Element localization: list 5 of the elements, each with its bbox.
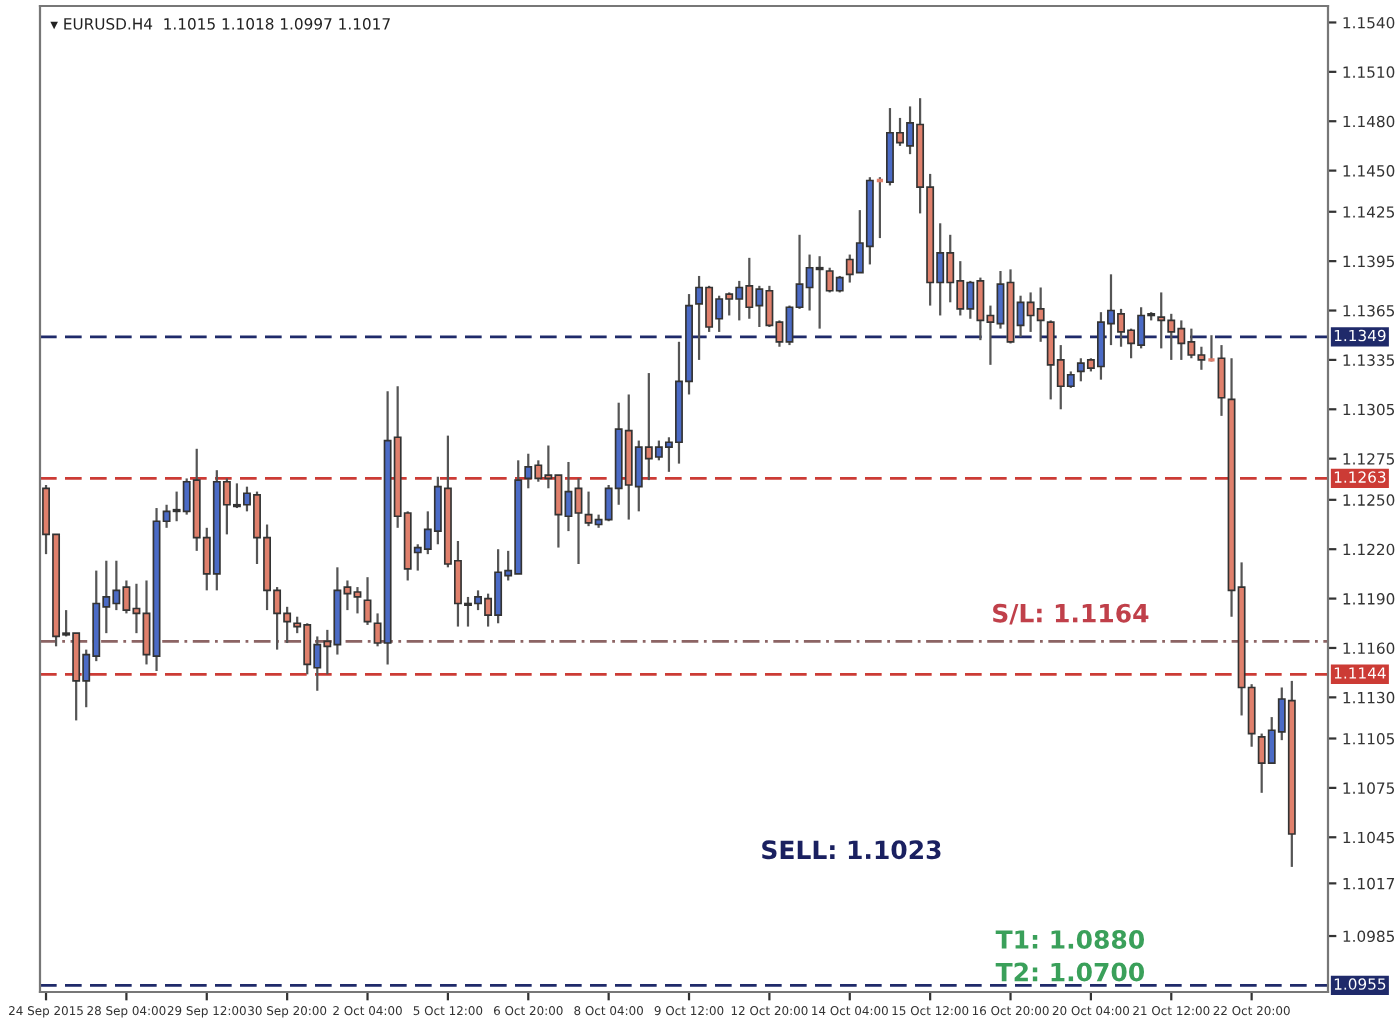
annotation: T2: 1.0700 [995,962,1145,982]
annotation: T1: 1.0880 [995,930,1145,949]
annotation: SELL: 1.1023 [762,840,941,860]
annotation: S/L: 1.1164 [993,603,1149,625]
candlestick [363,576,372,627]
